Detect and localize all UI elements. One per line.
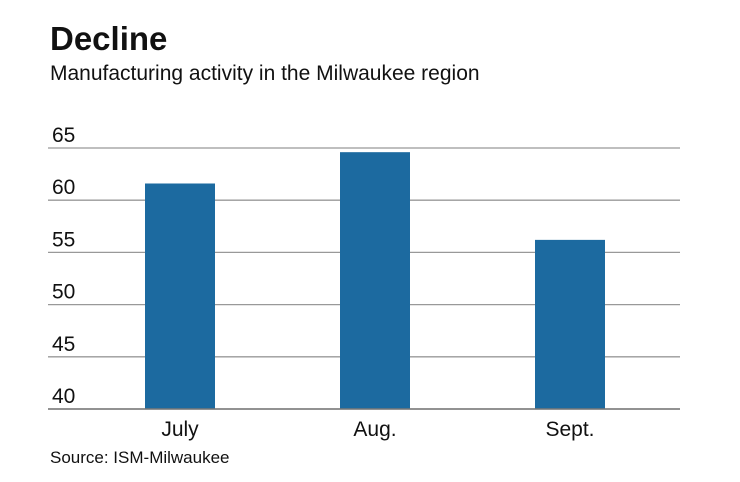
y-tick-label: 40 <box>52 385 75 408</box>
x-category-label: Sept. <box>545 418 594 441</box>
y-tick-label: 55 <box>52 228 75 251</box>
y-tick-label: 60 <box>52 176 75 199</box>
y-tick-label: 65 <box>52 124 75 147</box>
y-tick-label: 45 <box>52 333 75 356</box>
bar-sept <box>535 239 605 409</box>
chart-title: Decline <box>50 20 168 57</box>
x-category-label: Aug. <box>353 418 396 441</box>
y-tick-label: 50 <box>52 281 75 304</box>
source-note: Source: ISM-Milwaukee <box>50 448 230 467</box>
bar-july <box>145 183 215 409</box>
bar-aug <box>340 152 410 409</box>
x-category-label: July <box>161 418 199 441</box>
chart-subtitle: Manufacturing activity in the Milwaukee … <box>50 62 480 85</box>
